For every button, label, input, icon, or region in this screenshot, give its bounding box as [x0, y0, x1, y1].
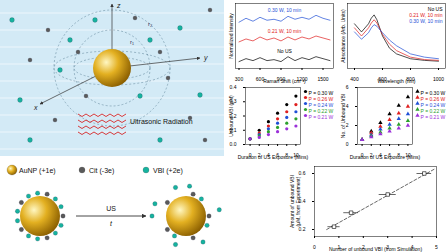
svg-text:P = 0.22 W: P = 0.22 W	[420, 108, 446, 115]
svg-text:P = 0.21 W: P = 0.21 W	[421, 114, 446, 120]
svg-text:5: 5	[435, 244, 438, 250]
svg-text:Ultrasonic Radiation: Ultrasonic Radiation	[130, 118, 193, 125]
svg-text:P = 0.30 W: P = 0.30 W	[420, 90, 446, 97]
svg-text:Normalized Intensity: Normalized Intensity	[228, 13, 234, 59]
svg-text:0: 0	[346, 141, 349, 147]
svg-text:P = 0.21 W: P = 0.21 W	[309, 114, 334, 120]
svg-text:300: 300	[235, 76, 244, 82]
svg-text:P = 0.26 W: P = 0.26 W	[420, 96, 446, 103]
svg-text:z: z	[116, 2, 121, 9]
svg-text:No US: No US	[277, 48, 292, 54]
svg-text:0.30 W, 10 min: 0.30 W, 10 min	[268, 7, 302, 13]
svg-text:0.21 W, 10 min: 0.21 W, 10 min	[409, 12, 443, 18]
svg-text:AuNP (+1e): AuNP (+1e)	[19, 167, 56, 175]
svg-text:P = 0.30 W: P = 0.30 W	[308, 90, 334, 97]
svg-text:0.6: 0.6	[299, 170, 306, 176]
svg-text:P = 0.24 W: P = 0.24 W	[420, 102, 446, 109]
svg-text:6: 6	[346, 84, 349, 90]
svg-text:0.30 W, 10 min: 0.30 W, 10 min	[409, 18, 443, 24]
svg-text:1000: 1000	[433, 76, 444, 82]
svg-text:Unbound VBI (μM): Unbound VBI (μM)	[228, 95, 234, 137]
svg-text:Duration of US Exposure (Mins): Duration of US Exposure (Mins)	[350, 154, 421, 160]
svg-text:P = 0.26 W: P = 0.26 W	[308, 96, 334, 103]
svg-text:r₁: r₁	[130, 39, 134, 45]
svg-text:4: 4	[345, 103, 349, 110]
svg-text:400: 400	[350, 76, 359, 82]
svg-text:x: x	[33, 104, 38, 111]
svg-text:P = 0.22 W: P = 0.22 W	[308, 108, 334, 115]
svg-text:y: y	[203, 54, 208, 62]
svg-text:0.4: 0.4	[230, 84, 237, 90]
svg-text:P = 0.24 W: P = 0.24 W	[308, 102, 334, 109]
svg-text:t: t	[110, 220, 113, 227]
svg-text:Raman Shift (cm⁻¹): Raman Shift (cm⁻¹)	[263, 78, 306, 84]
svg-text:Amount of unbound VBI(μM, from: Amount of unbound VBI(μM, from Experimen…	[289, 175, 301, 228]
svg-text:No US: No US	[427, 6, 443, 13]
svg-text:r₂: r₂	[148, 21, 153, 27]
svg-text:No. of Unbound VBI: No. of Unbound VBI	[340, 94, 346, 138]
svg-text:Absorbance (Arb. Units): Absorbance (Arb. Units)	[340, 9, 346, 63]
svg-text:0.21 W, 10 min: 0.21 W, 10 min	[268, 28, 302, 34]
svg-text:US: US	[106, 205, 116, 212]
svg-text:0.4: 0.4	[298, 198, 306, 205]
svg-text:Number of unbound VBI (from Si: Number of unbound VBI (from Simulation)	[329, 246, 422, 252]
svg-text:Cit (-3e): Cit (-3e)	[89, 167, 114, 175]
svg-text:VBI (+2e): VBI (+2e)	[153, 167, 183, 175]
svg-text:2: 2	[345, 122, 349, 129]
svg-text:600: 600	[255, 76, 265, 83]
svg-text:0: 0	[313, 244, 316, 250]
svg-text:Duration of US Exposure (Mins): Duration of US Exposure (Mins)	[238, 154, 309, 160]
svg-text:0.0: 0.0	[230, 141, 237, 147]
svg-text:Wavelength (nm): Wavelength (nm)	[378, 78, 416, 84]
svg-text:1500: 1500	[317, 76, 328, 82]
svg-text:0.2: 0.2	[298, 226, 306, 233]
